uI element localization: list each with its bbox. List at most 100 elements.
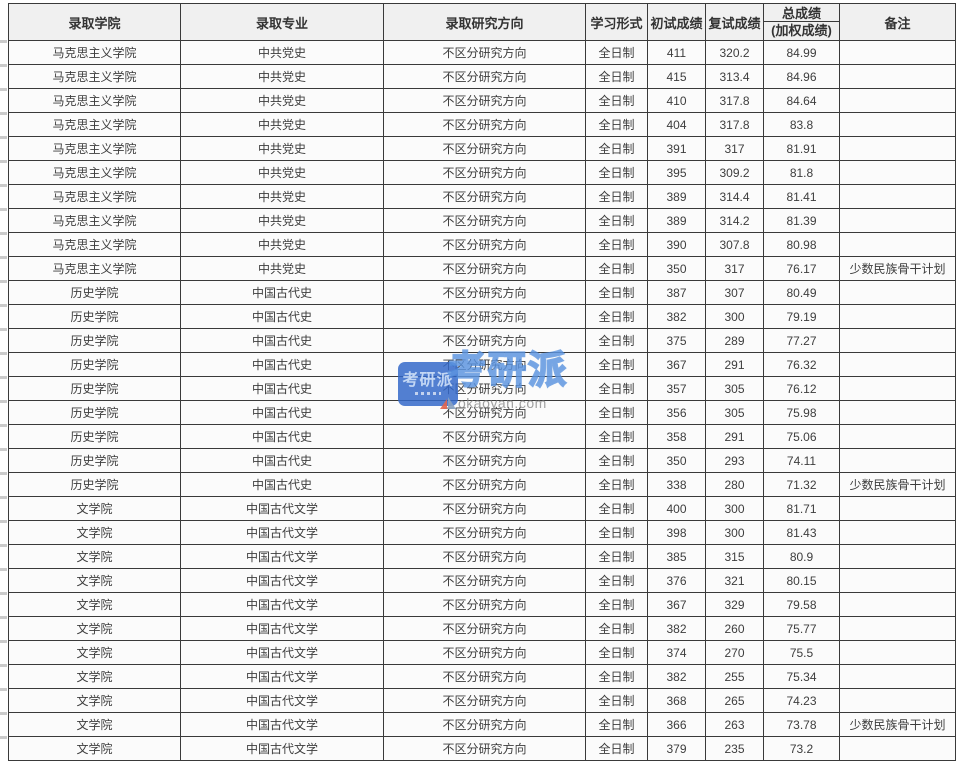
cell-college: 马克思主义学院: [8, 88, 181, 113]
cell-initial_score: 395: [647, 160, 706, 185]
cell-initial_score: 404: [647, 112, 706, 137]
cell-direction: 不区分研究方向: [383, 208, 586, 233]
cell-college: 历史学院: [8, 448, 181, 473]
cell-remark: [839, 64, 956, 89]
header-direction: 录取研究方向: [383, 3, 586, 41]
table-row: 马克思主义学院 中共党史 不区分研究方向 全日制 411 320.2 84.99: [8, 40, 956, 65]
cell-initial_score: 350: [647, 448, 706, 473]
table-row: 历史学院 中国古代史 不区分研究方向 全日制 357 305 76.12: [8, 376, 956, 401]
table-row: 文学院 中国古代文学 不区分研究方向 全日制 368 265 74.23: [8, 688, 956, 713]
table-row: 文学院 中国古代文学 不区分研究方向 全日制 398 300 81.43: [8, 520, 956, 545]
cell-retest_score: 305: [705, 400, 764, 425]
cell-major: 中共党史: [180, 40, 384, 65]
cell-initial_score: 390: [647, 232, 706, 257]
cell-major: 中共党史: [180, 112, 384, 137]
cell-college: 文学院: [8, 568, 181, 593]
cell-college: 马克思主义学院: [8, 40, 181, 65]
cell-college: 文学院: [8, 640, 181, 665]
cell-major: 中国古代文学: [180, 496, 384, 521]
cell-retest_score: 300: [705, 496, 764, 521]
cell-total_score: 75.77: [763, 616, 840, 641]
cell-total_score: 75.98: [763, 400, 840, 425]
table-row: 历史学院 中国古代史 不区分研究方向 全日制 367 291 76.32: [8, 352, 956, 377]
table-row: 历史学院 中国古代史 不区分研究方向 全日制 358 291 75.06: [8, 424, 956, 449]
table-header: 录取学院 录取专业 录取研究方向 学习形式 初试成绩 复试成绩 总成绩 (加权成…: [8, 3, 956, 41]
cell-college: 文学院: [8, 664, 181, 689]
cell-initial_score: 385: [647, 544, 706, 569]
cell-remark: [839, 688, 956, 713]
cell-study_form: 全日制: [585, 472, 648, 497]
cell-study_form: 全日制: [585, 688, 648, 713]
cell-college: 文学院: [8, 712, 181, 737]
table-row: 文学院 中国古代文学 不区分研究方向 全日制 366 263 73.78 少数民族骨干计划: [8, 712, 956, 737]
cell-retest_score: 289: [705, 328, 764, 353]
cell-retest_score: 300: [705, 304, 764, 329]
cell-study_form: 全日制: [585, 208, 648, 233]
cell-initial_score: 382: [647, 304, 706, 329]
table-row: 文学院 中国古代文学 不区分研究方向 全日制 400 300 81.71: [8, 496, 956, 521]
header-initial-score: 初试成绩: [647, 3, 706, 41]
cell-study_form: 全日制: [585, 376, 648, 401]
cell-total_score: 76.32: [763, 352, 840, 377]
cell-major: 中国古代史: [180, 376, 384, 401]
cell-study_form: 全日制: [585, 544, 648, 569]
table-row: 马克思主义学院 中共党史 不区分研究方向 全日制 391 317 81.91: [8, 136, 956, 161]
table-row: 历史学院 中国古代史 不区分研究方向 全日制 356 305 75.98: [8, 400, 956, 425]
cell-retest_score: 320.2: [705, 40, 764, 65]
cell-remark: [839, 160, 956, 185]
cell-initial_score: 415: [647, 64, 706, 89]
cell-total_score: 80.98: [763, 232, 840, 257]
table-row: 马克思主义学院 中共党史 不区分研究方向 全日制 410 317.8 84.64: [8, 88, 956, 113]
cell-initial_score: 398: [647, 520, 706, 545]
cell-direction: 不区分研究方向: [383, 112, 586, 137]
cell-remark: [839, 184, 956, 209]
cell-college: 历史学院: [8, 280, 181, 305]
cell-retest_score: 317: [705, 256, 764, 281]
cell-total_score: 79.19: [763, 304, 840, 329]
cell-direction: 不区分研究方向: [383, 520, 586, 545]
cell-major: 中国古代史: [180, 352, 384, 377]
left-gutter: [0, 40, 7, 760]
cell-total_score: 80.15: [763, 568, 840, 593]
cell-retest_score: 300: [705, 520, 764, 545]
cell-direction: 不区分研究方向: [383, 448, 586, 473]
cell-study_form: 全日制: [585, 568, 648, 593]
cell-study_form: 全日制: [585, 256, 648, 281]
cell-college: 马克思主义学院: [8, 232, 181, 257]
cell-college: 文学院: [8, 544, 181, 569]
cell-study_form: 全日制: [585, 424, 648, 449]
cell-retest_score: 270: [705, 640, 764, 665]
cell-retest_score: 321: [705, 568, 764, 593]
cell-remark: [839, 112, 956, 137]
cell-remark: 少数民族骨干计划: [839, 256, 956, 281]
cell-direction: 不区分研究方向: [383, 328, 586, 353]
cell-remark: 少数民族骨干计划: [839, 472, 956, 497]
cell-major: 中国古代史: [180, 304, 384, 329]
cell-retest_score: 235: [705, 736, 764, 761]
cell-retest_score: 314.4: [705, 184, 764, 209]
header-major: 录取专业: [180, 3, 384, 41]
cell-study_form: 全日制: [585, 280, 648, 305]
header-row: 录取学院 录取专业 录取研究方向 学习形式 初试成绩 复试成绩 总成绩 (加权成…: [8, 3, 956, 41]
cell-college: 马克思主义学院: [8, 208, 181, 233]
cell-initial_score: 382: [647, 664, 706, 689]
cell-college: 马克思主义学院: [8, 184, 181, 209]
cell-study_form: 全日制: [585, 328, 648, 353]
cell-total_score: 74.11: [763, 448, 840, 473]
cell-retest_score: 291: [705, 352, 764, 377]
cell-total_score: 81.91: [763, 136, 840, 161]
header-total-score-line2: (加权成绩): [771, 23, 832, 38]
cell-total_score: 75.34: [763, 664, 840, 689]
cell-direction: 不区分研究方向: [383, 280, 586, 305]
cell-direction: 不区分研究方向: [383, 136, 586, 161]
cell-direction: 不区分研究方向: [383, 640, 586, 665]
cell-total_score: 81.8: [763, 160, 840, 185]
cell-major: 中国古代文学: [180, 520, 384, 545]
cell-direction: 不区分研究方向: [383, 712, 586, 737]
cell-direction: 不区分研究方向: [383, 568, 586, 593]
cell-major: 中国古代文学: [180, 688, 384, 713]
cell-remark: [839, 40, 956, 65]
table-row: 马克思主义学院 中共党史 不区分研究方向 全日制 389 314.4 81.41: [8, 184, 956, 209]
cell-study_form: 全日制: [585, 736, 648, 761]
cell-college: 文学院: [8, 616, 181, 641]
